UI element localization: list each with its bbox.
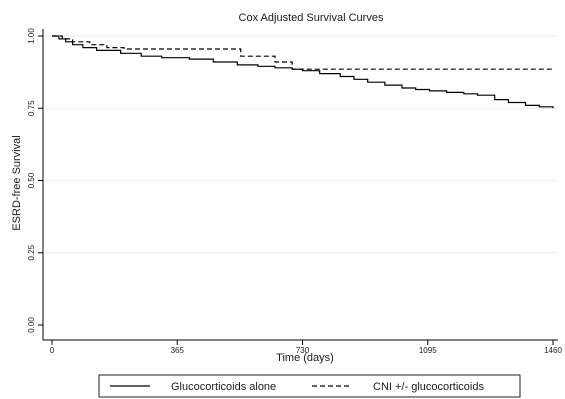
chart-title: Cox Adjusted Survival Curves [239,12,384,24]
y-tick-label-0: 0.00 [27,317,36,333]
x-tick-label-3: 1095 [419,346,437,355]
series-line-1 [52,35,553,70]
y-axis-label: ESRD-free Survival [11,135,23,230]
series-lines [52,35,554,109]
axes: 0.00 0.25 0.50 0.75 1.00 0 365 730 1095 1460 [27,28,562,355]
legend-label-1: CNI +/- glucocorticoids [373,381,484,393]
x-axis-label: Time (days) [276,352,334,364]
series-line-0 [52,35,554,109]
y-tick-label-4: 1.00 [27,28,36,44]
y-tick-label-3: 0.75 [27,100,36,116]
legend-box [98,374,521,398]
y-tick-label-1: 0.25 [27,244,36,260]
y-tick-label-2: 0.50 [27,172,36,188]
x-tick-label-1: 365 [171,346,185,355]
x-tick-label-0: 0 [50,346,55,355]
x-tick-label-4: 1460 [544,346,562,355]
x-tick-label-2: 730 [296,346,310,355]
legend: Glucocorticoids alone CNI +/- glucocortic… [98,374,521,398]
gridlines [44,35,558,254]
legend-label-0: Glucocorticoids alone [171,381,276,393]
